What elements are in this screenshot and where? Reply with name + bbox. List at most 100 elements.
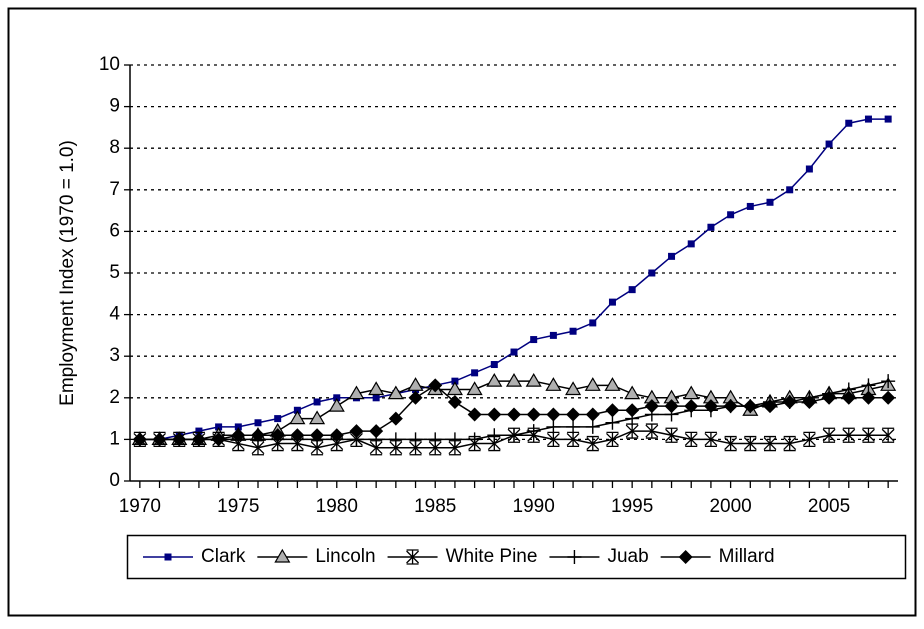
marker (447, 394, 462, 409)
x-tick-label: 1975 (217, 496, 259, 517)
marker (566, 407, 581, 422)
marker (606, 431, 619, 448)
marker (310, 440, 324, 456)
marker (507, 428, 521, 443)
y-tick-label: 9 (109, 96, 120, 117)
marker (446, 381, 463, 396)
marker (565, 381, 582, 396)
marker (389, 440, 403, 456)
x-tick-label: 2005 (808, 496, 850, 517)
marker (172, 432, 187, 447)
marker (805, 165, 813, 173)
marker (822, 427, 836, 443)
marker (164, 553, 172, 561)
marker (313, 398, 321, 406)
marker (668, 252, 676, 260)
marker (605, 403, 620, 418)
marker (368, 381, 385, 396)
y-tick-label: 7 (109, 179, 120, 200)
marker (234, 423, 242, 431)
marker (211, 432, 226, 447)
marker (881, 390, 896, 405)
marker (251, 428, 265, 443)
marker (487, 435, 501, 452)
marker (448, 440, 462, 456)
x-tick-label: 2000 (709, 496, 751, 517)
marker (505, 372, 523, 387)
marker (270, 428, 285, 443)
marker (763, 435, 777, 452)
marker (604, 377, 621, 391)
marker (546, 431, 560, 448)
marker (546, 407, 561, 422)
marker (428, 432, 443, 447)
marker (566, 431, 580, 448)
marker (763, 399, 777, 414)
marker (724, 435, 738, 452)
marker (625, 403, 640, 418)
marker (608, 298, 616, 306)
marker (664, 399, 679, 414)
marker (822, 390, 837, 405)
marker (881, 374, 896, 389)
marker (487, 407, 502, 422)
marker (349, 424, 364, 439)
marker (584, 377, 601, 391)
marker (510, 348, 518, 356)
marker (786, 186, 794, 194)
marker (624, 385, 641, 400)
legend-label: Juab (607, 546, 648, 567)
marker (783, 435, 797, 452)
y-tick-label: 8 (109, 137, 120, 158)
marker (215, 423, 223, 431)
marker (841, 390, 856, 405)
marker (703, 399, 718, 414)
marker (310, 428, 325, 443)
marker (471, 369, 479, 377)
marker (254, 419, 262, 427)
marker (743, 399, 758, 414)
marker (507, 407, 521, 422)
y-tick-label: 2 (109, 387, 120, 408)
marker (684, 431, 698, 448)
marker (864, 115, 872, 123)
marker (195, 427, 203, 435)
marker (274, 415, 282, 423)
y-tick-label: 4 (109, 304, 120, 325)
marker (628, 286, 636, 294)
marker (687, 240, 695, 248)
marker (328, 397, 345, 412)
marker (589, 319, 597, 327)
marker (293, 406, 301, 414)
marker (329, 428, 344, 443)
marker (388, 432, 403, 447)
marker (545, 377, 562, 391)
marker (683, 385, 700, 400)
marker (585, 407, 600, 422)
marker (566, 419, 581, 434)
marker (782, 394, 797, 409)
legend-label: Clark (201, 546, 246, 567)
marker (466, 381, 483, 396)
marker (704, 431, 718, 448)
marker (369, 440, 383, 456)
marker (625, 423, 639, 439)
legend-box (126, 534, 907, 580)
marker (569, 327, 577, 335)
marker (290, 428, 305, 443)
marker (191, 432, 206, 447)
marker (665, 427, 678, 443)
y-tick-label: 10 (99, 54, 120, 75)
x-tick-label: 1980 (316, 496, 358, 517)
marker (447, 432, 462, 447)
marker (802, 431, 816, 448)
marker (388, 411, 403, 426)
marker (428, 440, 442, 456)
marker (132, 432, 147, 447)
marker (289, 410, 306, 425)
x-tick-label: 1970 (119, 496, 161, 517)
marker (231, 428, 246, 443)
marker (881, 427, 895, 443)
marker (490, 361, 498, 369)
